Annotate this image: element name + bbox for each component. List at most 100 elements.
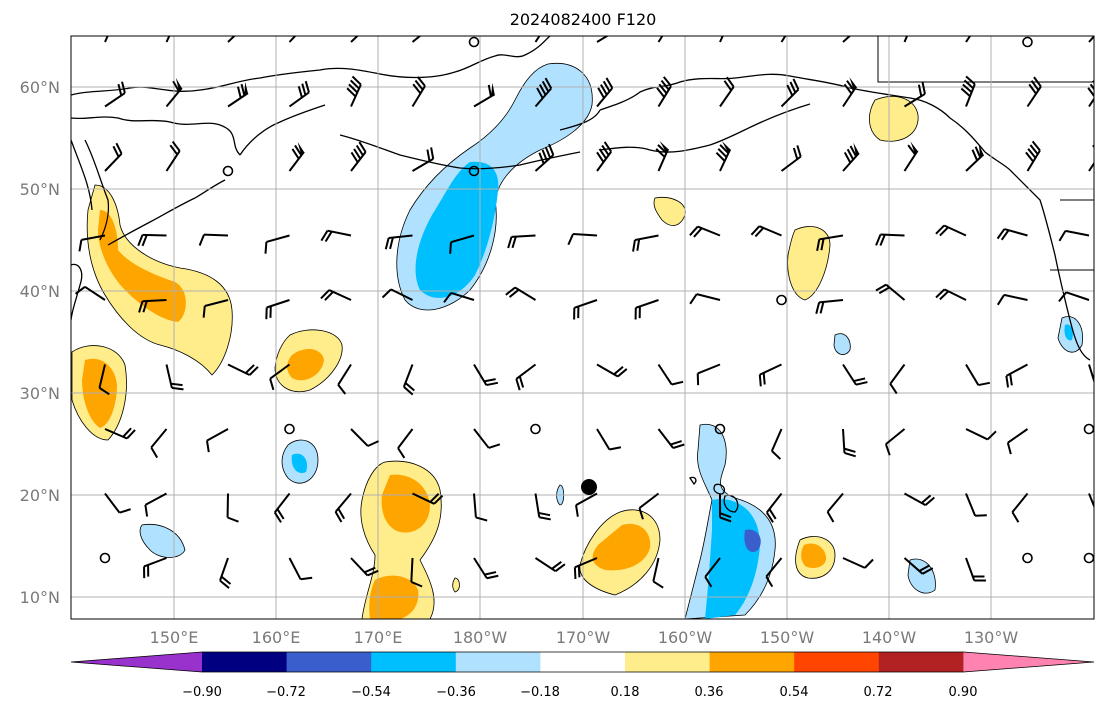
wind-barb <box>227 81 249 108</box>
colorbar-tick-label: −0.36 <box>436 685 476 700</box>
wind-barb <box>137 233 167 247</box>
wind-barb <box>657 36 664 43</box>
wind-barb <box>655 140 670 172</box>
wind-barb <box>165 36 171 43</box>
wind-barb <box>1025 140 1041 172</box>
wind-barb <box>965 36 972 43</box>
wind-barb <box>719 493 732 523</box>
wind-barb <box>996 293 1028 306</box>
colorbar-segment <box>878 652 964 672</box>
colorbar-tick-label: 0.36 <box>695 685 724 700</box>
wind-barb <box>567 232 598 246</box>
wind-barb <box>965 143 985 172</box>
calm-wind-circle <box>284 423 295 435</box>
colorbar-ticks: −0.90 −0.72 −0.54 −0.36 −0.18 0.18 0.36 … <box>182 685 977 700</box>
lat-label: 10°N <box>20 588 60 607</box>
wind-barb <box>346 75 362 107</box>
colorbar-segment <box>371 652 457 672</box>
wind-barb <box>715 140 732 172</box>
wind-barb <box>904 492 935 507</box>
wind-barb <box>534 77 553 108</box>
map-title: 2024082400 F120 <box>510 10 657 29</box>
wind-barb <box>273 492 291 523</box>
wind-barb <box>288 80 310 108</box>
wind-barb <box>381 288 413 301</box>
wind-barb <box>449 234 475 254</box>
wind-barb <box>473 363 499 387</box>
wind-barb <box>227 363 259 376</box>
colorbar-tick-label: −0.90 <box>182 685 222 700</box>
wind-barb <box>965 493 987 517</box>
wind-barb <box>165 364 184 391</box>
wind-barb <box>750 225 782 238</box>
calm-wind-circle <box>530 423 541 435</box>
wind-barb <box>875 233 905 246</box>
wind-barb <box>264 234 290 254</box>
wind-barb <box>842 557 874 569</box>
wind-barb <box>98 364 110 396</box>
wind-barb <box>397 428 414 459</box>
wind-barb <box>534 493 551 521</box>
wind-barb <box>657 428 685 449</box>
calm-wind-circle <box>1022 552 1033 564</box>
wind-barb <box>350 557 379 577</box>
wind-barb <box>227 36 236 43</box>
wind-barb <box>1011 492 1029 523</box>
wind-barb <box>320 229 352 243</box>
wind-barb <box>826 492 844 523</box>
wind-barb <box>770 428 783 460</box>
wind-barb <box>632 234 659 252</box>
colorbar-segment <box>540 652 626 672</box>
wind-barb <box>765 492 783 523</box>
wind-barb <box>78 234 106 252</box>
wind-barb <box>288 557 313 581</box>
lat-label: 50°N <box>20 180 60 199</box>
wind-barb <box>269 363 291 391</box>
wind-barb <box>996 228 1028 241</box>
lon-label: 170°E <box>354 628 403 647</box>
wind-barb <box>515 363 537 391</box>
wind-barb <box>758 363 782 387</box>
wind-barb <box>350 428 379 447</box>
wind-barb <box>402 364 415 396</box>
colorbar-tick-label: −0.72 <box>266 685 306 700</box>
wind-barb <box>842 77 858 108</box>
wind-barb <box>1058 229 1090 242</box>
wind-barb <box>780 36 787 43</box>
colorbar-tick-label: −0.54 <box>351 685 391 700</box>
lat-label: 60°N <box>20 78 60 97</box>
wind-barb <box>875 283 906 301</box>
wind-barb <box>889 363 906 395</box>
wind-barb <box>411 147 435 172</box>
calm-wind-circle <box>222 165 234 177</box>
wind-barb <box>719 76 735 108</box>
colorbar-segment <box>202 652 288 672</box>
wind-barb <box>842 363 868 386</box>
wind-barb <box>575 492 598 517</box>
wind-barb <box>288 142 305 172</box>
wind-barb <box>104 142 123 172</box>
wind-barb <box>534 36 541 43</box>
wind-barb <box>205 428 229 453</box>
colorbar-extend-high <box>963 652 1094 672</box>
colorbar-tick-label: 0.72 <box>864 685 893 700</box>
colorbar <box>70 651 1095 673</box>
colorbar-segment <box>286 652 372 672</box>
wind-barb <box>265 299 290 320</box>
wind-barb <box>1006 428 1029 455</box>
wind-barb <box>143 557 167 579</box>
wind-barb <box>1026 76 1042 108</box>
calm-wind-circle <box>776 294 787 306</box>
wind-barb <box>935 224 967 237</box>
lon-label: 170°W <box>556 628 611 647</box>
wind-barb <box>696 363 721 386</box>
wind-barb <box>965 428 997 441</box>
wind-barb <box>473 557 499 580</box>
wind-barb <box>104 36 109 43</box>
wind-barb <box>507 234 536 249</box>
wind-barb <box>150 428 168 459</box>
wind-barb <box>842 142 860 172</box>
lon-label: 160°E <box>252 628 301 647</box>
wind-barb <box>960 75 976 107</box>
wind-barb <box>596 363 628 378</box>
